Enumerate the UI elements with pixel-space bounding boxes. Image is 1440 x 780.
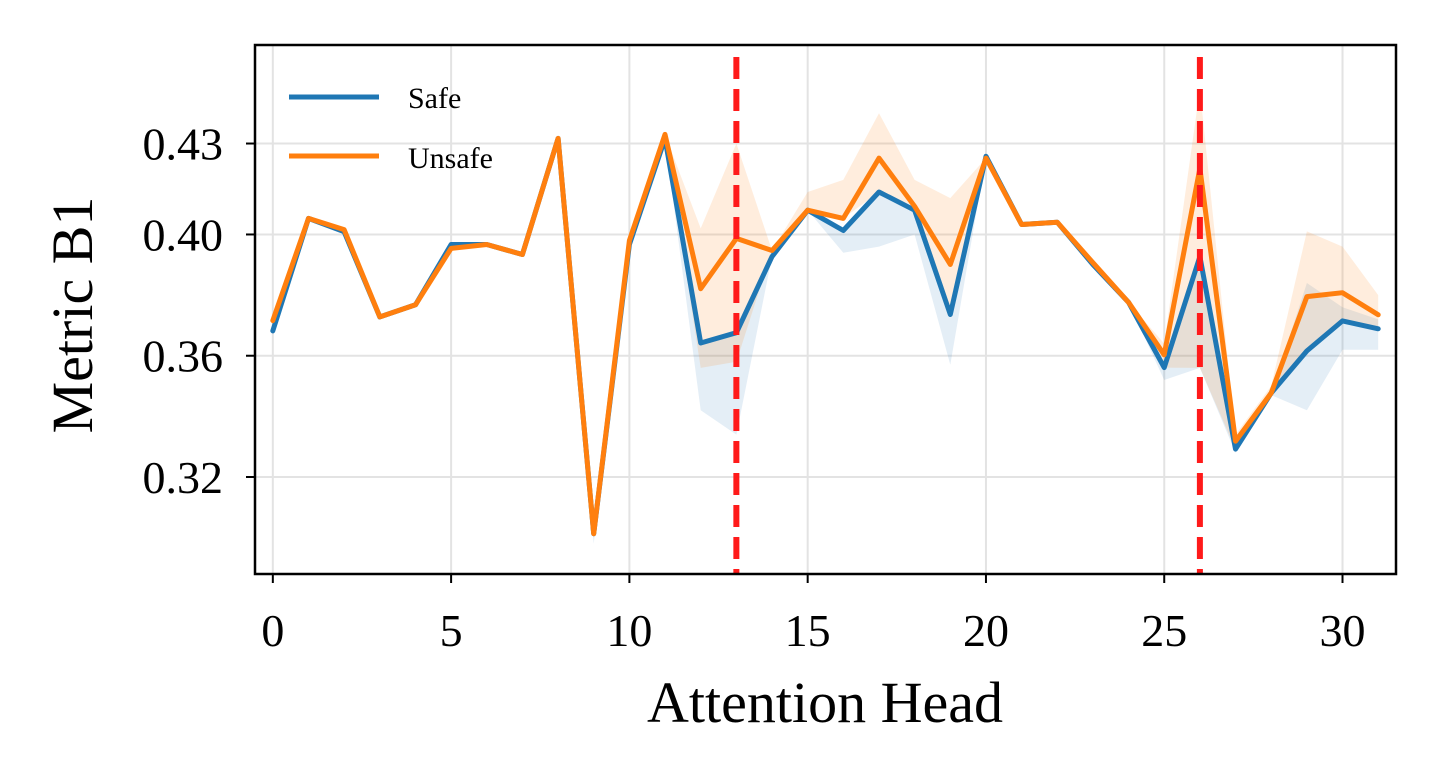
x-tick-label: 20 — [963, 605, 1009, 656]
y-axis-title: Metric B1 — [40, 197, 105, 434]
x-tick-label: 10 — [606, 605, 652, 656]
y-axis-ticks: 0.32 0.36 0.40 0.43 — [143, 119, 255, 503]
legend-unsafe-label: Unsafe — [408, 142, 493, 175]
reference-lines — [733, 57, 1203, 574]
x-tick-label: 30 — [1320, 605, 1366, 656]
series-lines — [270, 131, 1381, 537]
x-tick-label: 15 — [785, 605, 831, 656]
y-tick-label: 0.40 — [143, 209, 224, 260]
x-tick-label: 25 — [1141, 605, 1187, 656]
plot-frame — [253, 43, 1398, 576]
grid-lines — [255, 45, 1396, 574]
x-axis-title: Attention Head — [647, 670, 1003, 735]
y-tick-label: 0.32 — [143, 452, 224, 503]
legend-safe-label: Safe — [408, 82, 461, 115]
y-tick-label: 0.43 — [143, 119, 224, 170]
x-tick-label: 5 — [440, 605, 463, 656]
y-tick-label: 0.36 — [143, 331, 224, 382]
legend[interactable]: Safe Unsafe — [289, 82, 493, 175]
plot-background — [255, 45, 1396, 574]
x-tick-label: 0 — [261, 605, 284, 656]
series-line-unsafe — [270, 131, 1381, 537]
series-line-safe — [270, 135, 1381, 537]
x-axis-ticks: 0 5 10 15 20 25 30 — [261, 574, 1366, 656]
